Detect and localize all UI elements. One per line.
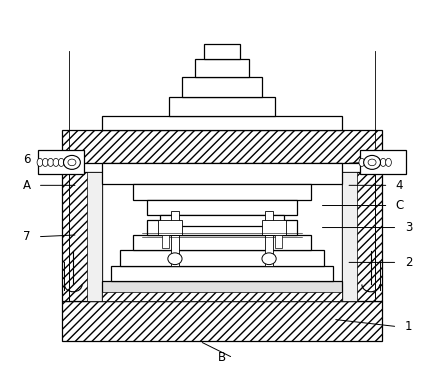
Ellipse shape bbox=[380, 159, 386, 167]
Circle shape bbox=[68, 159, 76, 166]
Bar bbox=[360, 150, 406, 174]
Ellipse shape bbox=[369, 159, 375, 167]
Ellipse shape bbox=[375, 159, 381, 167]
Bar bbox=[342, 172, 357, 301]
Bar bbox=[169, 97, 275, 116]
Ellipse shape bbox=[64, 159, 69, 167]
Ellipse shape bbox=[48, 159, 53, 167]
Ellipse shape bbox=[59, 159, 64, 167]
Text: 2: 2 bbox=[405, 256, 412, 269]
Text: 6: 6 bbox=[23, 153, 30, 166]
Bar bbox=[147, 200, 297, 215]
Text: C: C bbox=[396, 199, 404, 212]
Circle shape bbox=[262, 253, 276, 265]
Circle shape bbox=[364, 156, 381, 170]
Bar bbox=[133, 235, 311, 250]
Bar bbox=[87, 172, 102, 301]
Ellipse shape bbox=[385, 159, 392, 167]
Ellipse shape bbox=[364, 159, 370, 167]
Text: 4: 4 bbox=[396, 179, 403, 192]
Bar bbox=[265, 211, 273, 266]
Bar bbox=[158, 220, 182, 235]
Ellipse shape bbox=[53, 159, 59, 167]
Bar bbox=[162, 235, 169, 248]
Bar bbox=[102, 281, 342, 301]
Bar bbox=[133, 184, 311, 200]
Bar bbox=[182, 77, 262, 97]
Bar bbox=[160, 215, 284, 226]
Ellipse shape bbox=[359, 159, 365, 167]
Bar bbox=[102, 116, 342, 130]
Bar bbox=[262, 220, 286, 235]
Bar bbox=[102, 163, 342, 184]
Bar bbox=[195, 59, 249, 77]
Bar bbox=[111, 266, 333, 281]
Bar bbox=[62, 172, 102, 301]
Bar bbox=[120, 250, 324, 266]
Ellipse shape bbox=[37, 159, 43, 167]
Text: 5: 5 bbox=[396, 155, 403, 168]
Circle shape bbox=[168, 253, 182, 265]
Circle shape bbox=[63, 156, 80, 170]
Bar bbox=[38, 150, 84, 174]
Bar bbox=[147, 220, 297, 235]
Bar bbox=[62, 130, 382, 163]
Bar bbox=[171, 211, 179, 266]
Ellipse shape bbox=[42, 159, 48, 167]
Bar bbox=[204, 44, 240, 59]
Bar bbox=[342, 172, 382, 301]
Bar bbox=[62, 301, 382, 341]
Circle shape bbox=[368, 159, 376, 166]
Text: 7: 7 bbox=[23, 230, 30, 243]
Bar bbox=[275, 235, 282, 248]
Text: 3: 3 bbox=[405, 221, 412, 234]
Text: A: A bbox=[23, 179, 31, 192]
Text: B: B bbox=[218, 351, 226, 364]
Text: 1: 1 bbox=[405, 320, 412, 333]
Bar bbox=[102, 292, 342, 301]
